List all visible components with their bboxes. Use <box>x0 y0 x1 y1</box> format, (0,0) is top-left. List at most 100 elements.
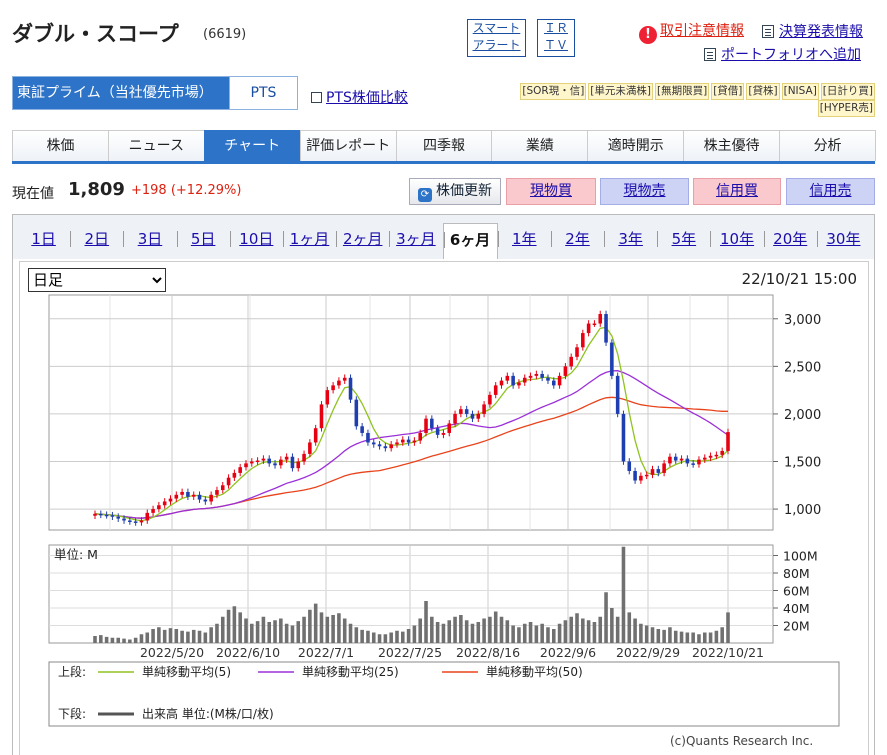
period-tab[interactable]: 10年 <box>710 223 763 259</box>
candle-body <box>93 513 97 516</box>
candle-body <box>104 514 109 517</box>
candle-body <box>261 458 266 461</box>
smart-alert-button[interactable]: スマート アラート <box>467 19 526 57</box>
market-tab-prime[interactable]: 東証プライム（当社優先市場） <box>13 77 229 109</box>
volume-plot-frame <box>48 544 774 644</box>
candle-body <box>610 342 614 376</box>
legend-item: 単純移動平均(50) <box>486 665 583 679</box>
earnings-link-wrap[interactable]: 決算発表情報 <box>762 21 863 41</box>
tab-item[interactable]: ニュース <box>107 130 205 161</box>
period-tab[interactable]: 30年 <box>816 223 870 259</box>
volume-bar <box>267 622 272 643</box>
volume-bar <box>273 620 277 643</box>
period-tab[interactable]: 20年 <box>763 223 817 259</box>
frequency-select[interactable]: 日足 <box>28 268 166 292</box>
volume-bar <box>337 613 341 643</box>
candle-body <box>511 375 515 386</box>
candle-body <box>615 375 620 414</box>
candle-body <box>389 444 393 449</box>
tab-item[interactable]: 分析 <box>779 130 877 161</box>
volume-bar <box>511 625 515 643</box>
window-icon <box>311 92 322 103</box>
volume-bar <box>662 629 666 643</box>
notice-link-wrap[interactable]: ! 取引注意情報 <box>639 20 744 44</box>
candle-body <box>244 463 248 468</box>
irtv-button[interactable]: ＩＲ ＴＶ <box>537 19 575 57</box>
margin-buy-button[interactable]: 信用買 <box>693 178 781 205</box>
volume-bar <box>366 630 370 643</box>
volume-bar <box>673 630 678 643</box>
cash-buy-button[interactable]: 現物買 <box>506 178 596 205</box>
tab-item[interactable]: 株価 <box>12 130 109 161</box>
candle-body <box>697 459 701 465</box>
trading-badges: [SOR現・信] [単元未満株] [無期限買] [貸借] [貸株] [NISA] [日計り買… <box>455 83 875 117</box>
tab-item[interactable]: チャート <box>203 130 301 161</box>
candle-body <box>575 347 579 357</box>
candle-body <box>360 426 364 433</box>
period-tab[interactable]: 10日 <box>229 223 283 259</box>
candle-body <box>708 455 713 458</box>
candle-body <box>354 399 359 427</box>
price-tick-label: 2,000 <box>784 408 821 423</box>
volume-bar <box>174 629 179 643</box>
tab-item[interactable]: 業績 <box>491 130 589 161</box>
smart-alert-line1: スマート <box>472 21 521 35</box>
tab-item[interactable]: 四季報 <box>395 130 493 161</box>
period-tab[interactable]: 2年 <box>550 223 604 259</box>
period-tab[interactable]: 3年 <box>604 223 657 259</box>
volume-bar <box>418 618 422 643</box>
volume-tick-label: 60M <box>783 584 810 599</box>
candle-body <box>348 377 353 400</box>
period-tab[interactable]: 1日 <box>31 230 56 248</box>
margin-sell-button[interactable]: 信用売 <box>786 178 875 205</box>
candle-body <box>714 454 719 457</box>
candle-body <box>255 460 260 463</box>
market-selector: 東証プライム（当社優先市場） PTS <box>12 76 298 110</box>
pts-compare-wrap[interactable]: PTS株価比較 <box>311 87 408 107</box>
candle-body <box>313 428 318 443</box>
period-tab[interactable]: 1ヶ月 <box>282 223 336 259</box>
cash-sell-button[interactable]: 現物売 <box>600 178 689 205</box>
candle-body <box>546 377 550 381</box>
candle-body <box>302 453 306 462</box>
period-tab[interactable]: 1年 <box>497 223 551 259</box>
portfolio-link-wrap[interactable]: ポートフォリオへ追加 <box>704 44 861 64</box>
period-tab[interactable]: 5年 <box>657 223 710 259</box>
trade-notice-link[interactable]: 取引注意情報 <box>660 23 744 39</box>
volume-bar <box>604 592 608 643</box>
pts-compare-link[interactable]: PTS株価比較 <box>326 90 408 106</box>
volume-bar <box>679 631 684 643</box>
volume-bar <box>528 622 533 643</box>
portfolio-link[interactable]: ポートフォリオへ追加 <box>721 47 861 63</box>
candle-body <box>551 380 556 386</box>
period-tab[interactable]: 3ヶ月 <box>389 223 442 259</box>
period-tab[interactable]: 5日 <box>176 223 230 259</box>
tab-item[interactable]: 評価レポート <box>299 130 397 161</box>
volume-bar <box>255 621 260 643</box>
tab-item[interactable]: 株主優待 <box>683 130 781 161</box>
volume-tick-label: 80M <box>783 566 810 581</box>
badge-item: [単元未満株] <box>588 83 653 100</box>
irtv-line1: ＩＲ <box>543 21 568 35</box>
period-tab[interactable]: 2日 <box>70 223 123 259</box>
candle-body <box>401 439 405 443</box>
candle-body <box>220 485 225 491</box>
volume-bar <box>447 620 452 643</box>
candle-body <box>505 375 510 381</box>
x-tick-label: 2022/9/29 <box>616 645 680 660</box>
volume-bar <box>505 620 510 643</box>
refresh-price-button[interactable]: ⟳ 株価更新 <box>409 178 501 205</box>
earnings-link[interactable]: 決算発表情報 <box>779 24 863 40</box>
period-tab[interactable]: 3日 <box>123 223 176 259</box>
candle-body <box>459 409 463 414</box>
volume-bar <box>151 629 155 643</box>
candle-body <box>662 463 666 473</box>
market-tab-pts[interactable]: PTS <box>229 77 297 109</box>
period-tab[interactable]: 6ヶ月 <box>442 223 498 259</box>
candle-body <box>238 467 242 473</box>
volume-bar <box>697 634 701 643</box>
candle-body <box>337 380 341 386</box>
period-tabs: 1日 2日 3日 5日 10日 1ヶ月 2ヶ月 3ヶ月 6ヶ月 1年 2年 3年 5年 10年 20年 30年 <box>13 215 874 259</box>
candle-body <box>110 515 115 517</box>
period-tab[interactable]: 2ヶ月 <box>336 223 389 259</box>
